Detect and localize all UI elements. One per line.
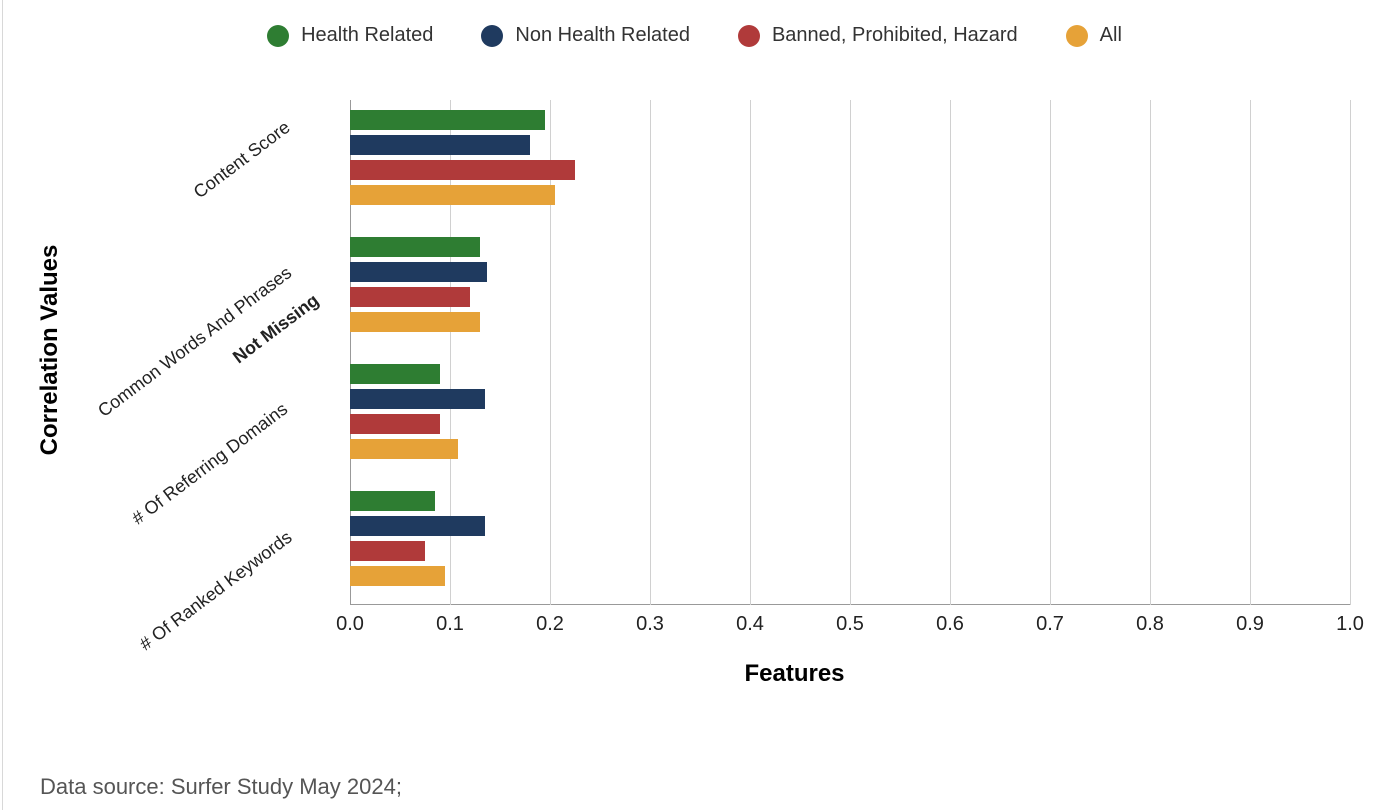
bar bbox=[350, 160, 575, 180]
legend-item: Non Health Related bbox=[481, 24, 690, 47]
category-label: # Of Referring Domains bbox=[128, 399, 292, 530]
bar bbox=[350, 414, 440, 434]
x-tick-label: 0.8 bbox=[1136, 605, 1164, 636]
bar bbox=[350, 364, 440, 384]
category-label: # Of Ranked Keywords bbox=[136, 527, 296, 655]
source-caption: Data source: Surfer Study May 2024; bbox=[40, 774, 402, 800]
bar bbox=[350, 566, 445, 586]
x-tick-label: 0.7 bbox=[1036, 605, 1064, 636]
bar-group bbox=[350, 110, 1350, 205]
bar bbox=[350, 287, 470, 307]
legend-item: Health Related bbox=[267, 24, 433, 47]
x-tick-label: 1.0 bbox=[1336, 605, 1364, 636]
bar bbox=[350, 135, 530, 155]
legend-dot-icon bbox=[267, 25, 289, 47]
bar bbox=[350, 389, 485, 409]
category-label: Content Score bbox=[190, 117, 295, 203]
legend-dot-icon bbox=[1066, 25, 1088, 47]
x-tick-label: 0.3 bbox=[636, 605, 664, 636]
bar bbox=[350, 491, 435, 511]
bar-group bbox=[350, 237, 1350, 332]
legend: Health Related Non Health Related Banned, … bbox=[0, 24, 1389, 47]
bar bbox=[350, 185, 555, 205]
legend-item: Banned, Prohibited, Hazard bbox=[738, 24, 1018, 47]
bar bbox=[350, 312, 480, 332]
bar bbox=[350, 541, 425, 561]
x-tick-label: 0.6 bbox=[936, 605, 964, 636]
legend-dot-icon bbox=[738, 25, 760, 47]
bar bbox=[350, 237, 480, 257]
x-tick-label: 0.2 bbox=[536, 605, 564, 636]
x-tick-label: 0.1 bbox=[436, 605, 464, 636]
bar-group bbox=[350, 491, 1350, 586]
plot-area: 0.00.10.20.30.40.50.60.70.80.91.0 bbox=[350, 100, 1350, 605]
bar bbox=[350, 262, 487, 282]
bar-group bbox=[350, 364, 1350, 459]
legend-label: Banned, Prohibited, Hazard bbox=[772, 24, 1018, 47]
bar bbox=[350, 516, 485, 536]
legend-dot-icon bbox=[481, 25, 503, 47]
legend-label: All bbox=[1100, 24, 1122, 47]
x-tick-label: 0.4 bbox=[736, 605, 764, 636]
chart-container: Health Related Non Health Related Banned, … bbox=[0, 0, 1389, 810]
legend-item: All bbox=[1066, 24, 1122, 47]
y-axis-title: Correlation Values bbox=[36, 245, 64, 456]
gridline bbox=[1350, 100, 1351, 605]
bar bbox=[350, 439, 458, 459]
x-tick-label: 0.5 bbox=[836, 605, 864, 636]
legend-label: Non Health Related bbox=[515, 24, 690, 47]
x-tick-label: 0.9 bbox=[1236, 605, 1264, 636]
legend-label: Health Related bbox=[301, 24, 433, 47]
x-tick-label: 0.0 bbox=[336, 605, 364, 636]
left-frame-line bbox=[2, 0, 3, 810]
bar bbox=[350, 110, 545, 130]
x-axis-title: Features bbox=[0, 660, 1389, 688]
